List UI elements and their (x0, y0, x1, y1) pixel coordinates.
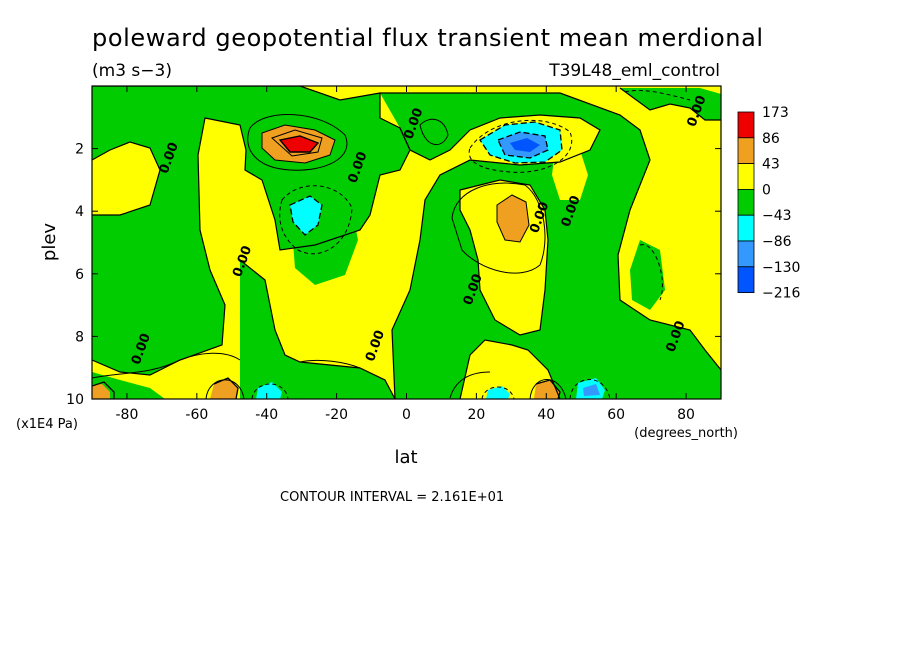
contour-field: 0.000.000.000.000.000.000.000.00 0.000.00… (92, 86, 721, 399)
x-tick-label: 0 (402, 407, 411, 423)
x-tick-label: -80 (116, 407, 139, 423)
x-axis-units: (degrees_north) (634, 426, 738, 441)
y-tick-label: 4 (75, 204, 84, 220)
colorbar-level-label: −86 (762, 234, 792, 250)
colorbar-level-label: −43 (762, 208, 792, 224)
x-tick-label: -40 (255, 407, 278, 423)
colorbar-swatch (737, 266, 755, 293)
colorbar-level-label: −130 (762, 260, 800, 276)
contour-interval: CONTOUR INTERVAL = 2.161E+01 (280, 490, 504, 505)
negative-extremes (256, 122, 605, 399)
colorbar-level-label: 0 (762, 182, 771, 198)
colorbar-level-label: 43 (762, 157, 780, 173)
colorbar-swatch (737, 163, 755, 190)
chart-units: (m3 s−3) (92, 61, 172, 81)
x-axis-label: lat (394, 447, 417, 468)
colorbar-swatch (737, 111, 755, 139)
y-axis-label: plev (39, 223, 60, 262)
positive-regions (92, 125, 560, 399)
x-axis: -80 -60 -40 -20 0 20 40 60 80 (116, 86, 695, 423)
y-axis-units: (x1E4 Pa) (16, 417, 78, 432)
colorbar-swatch (737, 188, 755, 216)
colorbar-level-label: 173 (762, 105, 789, 121)
x-tick-label: 20 (467, 407, 485, 423)
colorbar-swatch (737, 137, 755, 165)
colorbar: 173 86 43 0 −43 −86 −130 −216 (737, 105, 801, 302)
y-tick-label: 10 (66, 392, 84, 408)
y-tick-label: 8 (75, 329, 84, 345)
y-axis: 2 4 6 8 10 (66, 142, 721, 408)
colorbar-level-label: 86 (762, 131, 780, 147)
x-tick-label: -20 (325, 407, 348, 423)
colorbar-swatch (737, 214, 755, 242)
x-tick-label: 40 (537, 407, 555, 423)
contour-lines (92, 86, 721, 399)
chart-title: poleward geopotential flux transient mea… (92, 24, 764, 52)
colorbar-swatch (737, 240, 755, 268)
x-tick-label: 60 (607, 407, 625, 423)
x-tick-label: -60 (185, 407, 208, 423)
y-tick-label: 2 (75, 142, 84, 158)
colorbar-level-label: −216 (762, 286, 801, 302)
run-label: T39L48_eml_control (548, 61, 720, 81)
x-tick-label: 80 (677, 407, 695, 423)
y-tick-label: 6 (75, 267, 84, 283)
